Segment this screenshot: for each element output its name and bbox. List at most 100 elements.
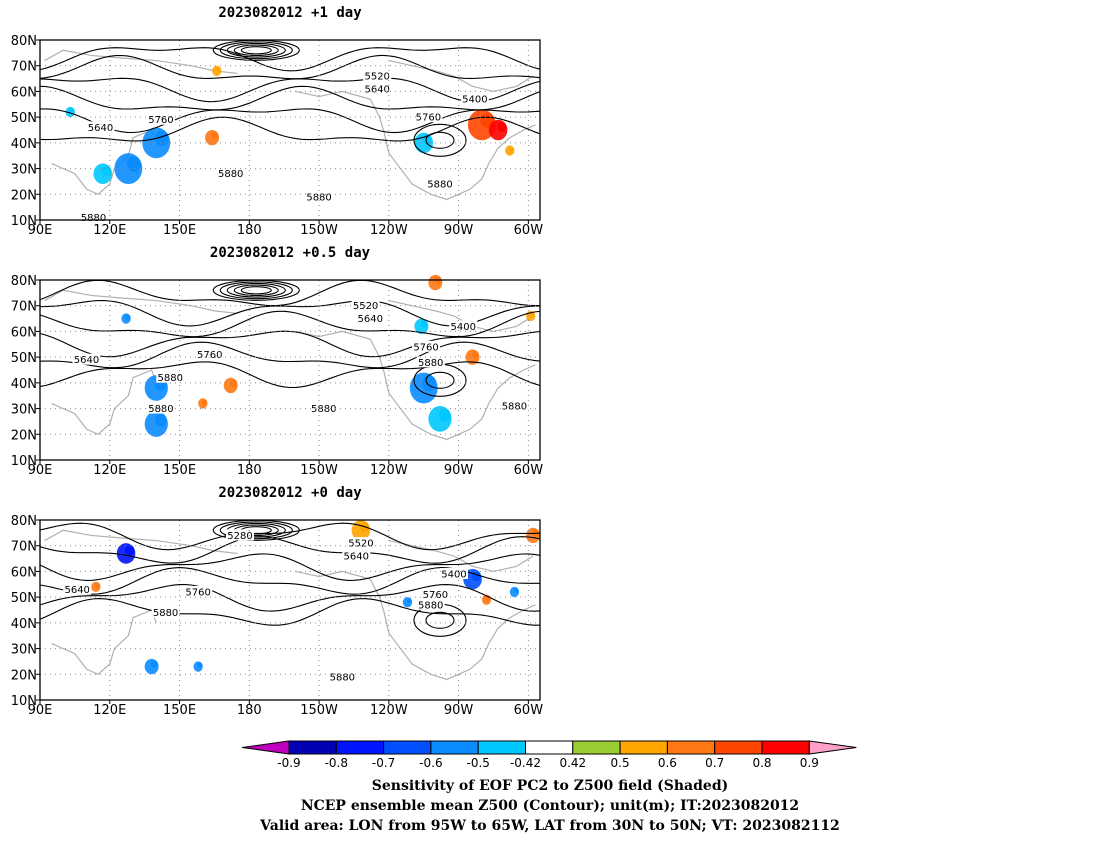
lat-tick-label: 70N xyxy=(11,540,37,555)
shaded-region-core xyxy=(150,660,158,669)
contour-label: 5640 xyxy=(88,123,113,134)
contour-label-bg xyxy=(449,320,478,332)
lon-tick-label: 120E xyxy=(93,463,126,478)
contour-label: 5880 xyxy=(218,169,243,180)
shaded-region-core xyxy=(126,156,141,172)
map-panel-2: 2023082012 +0.5 day 5520 5640 5400 5760 5880… xyxy=(0,245,560,485)
shaded-region-core xyxy=(154,130,169,146)
colorbar-swatch xyxy=(477,740,526,755)
colorbar-label: -0.42 xyxy=(510,756,541,770)
colorbar-svg: -0.9 -0.8 -0.7 -0.6 -0.5 -0.42 0.42 0.5 0.6 0.7 0.… xyxy=(241,740,857,770)
contour-label-bg xyxy=(226,529,254,541)
contour-label-bg xyxy=(414,111,443,123)
lon-tick-label: 60W xyxy=(514,703,544,718)
shaded-region-core xyxy=(95,582,100,588)
lon-tick-label: 120W xyxy=(370,463,408,478)
lat-tick-label: 80N xyxy=(11,514,37,529)
contour-label-bg xyxy=(79,211,108,223)
lat-tick-label: 20N xyxy=(11,188,37,203)
lat-tick-label: 60N xyxy=(11,325,37,340)
contours xyxy=(39,39,541,157)
colorbar-swatch xyxy=(525,740,574,755)
lon-tick-label: 120W xyxy=(370,223,408,238)
colorbar-label: -0.8 xyxy=(325,756,348,770)
lon-tick-label: 180 xyxy=(237,463,262,478)
contour-label-bg xyxy=(151,606,180,618)
colorbar-label: 0.8 xyxy=(752,756,771,770)
contour-label-bg xyxy=(146,402,175,414)
colorbar-left-arrow xyxy=(241,740,290,755)
colorbar-swatch xyxy=(761,740,810,755)
lat-tick-label: 60N xyxy=(11,85,37,100)
contour-label: 5400 xyxy=(451,322,476,333)
colorbar-label: 0.9 xyxy=(800,756,819,770)
contour-label: 5760 xyxy=(416,113,441,124)
lon-tick-label: 120E xyxy=(93,223,126,238)
lat-tick-label: 80N xyxy=(11,274,37,289)
lon-tick-label: 90E xyxy=(28,703,53,718)
shaded-region-core xyxy=(197,662,203,668)
shaded-region-core xyxy=(497,121,507,133)
contour-label: 5640 xyxy=(64,585,89,596)
plot-frame xyxy=(39,39,541,221)
colorbar-label: 0.5 xyxy=(611,756,630,770)
contour-label: 5880 xyxy=(81,213,106,224)
lon-tick-label: 60W xyxy=(514,223,544,238)
plot-frame xyxy=(39,279,541,461)
lat-tick-label: 50N xyxy=(11,111,37,126)
contour-label-bg xyxy=(500,400,529,411)
contours xyxy=(39,279,541,397)
contour-label: 5760 xyxy=(423,590,448,601)
shaded-region-core xyxy=(125,314,131,320)
lon-tick-label: 90E xyxy=(28,463,53,478)
caption-line-2: NCEP ensemble mean Z500 (Contour); unit(… xyxy=(300,798,800,814)
contour-label: 5760 xyxy=(185,588,210,599)
shaded-region-core xyxy=(471,350,479,359)
contour-label: 5880 xyxy=(502,402,527,413)
contour-label-bg xyxy=(216,167,245,179)
lat-tick-label: 10N xyxy=(11,694,37,709)
contour-label-bg xyxy=(363,70,392,81)
lat-tick-label: 40N xyxy=(11,377,37,392)
coastlines xyxy=(44,49,536,201)
lon-tick-label: 180 xyxy=(237,223,262,238)
lon-tick-label: 180 xyxy=(237,703,262,718)
shaded-region-core xyxy=(211,131,219,140)
lat-tick-label: 30N xyxy=(11,403,37,418)
contour-label: 5880 xyxy=(148,404,173,415)
lon-tick-label: 120W xyxy=(370,703,408,718)
contour-label: 5880 xyxy=(153,608,178,619)
contour-label-bg xyxy=(342,550,371,561)
lat-tick-label: 40N xyxy=(11,137,37,152)
contour-label: 5640 xyxy=(74,355,99,366)
contour-label: 5880 xyxy=(311,404,336,415)
lat-tick-label: 10N xyxy=(11,214,37,229)
lon-tick-label: 150E xyxy=(163,223,196,238)
contour-label-bg xyxy=(328,670,357,682)
colorbar-label: 0.42 xyxy=(559,756,586,770)
lon-tick-label: 120E xyxy=(93,703,126,718)
gridlines xyxy=(40,280,540,460)
contour-label: 5520 xyxy=(348,539,373,550)
contour-label-bg xyxy=(184,586,213,597)
colorbar-swatch xyxy=(714,740,763,755)
lon-tick-label: 150W xyxy=(300,463,338,478)
shaded-region-core xyxy=(406,598,412,604)
colorbar-swatch xyxy=(335,740,385,755)
colorbar-label: 0.7 xyxy=(705,756,724,770)
contour-label: 5280 xyxy=(227,531,252,542)
shaded-region-core xyxy=(513,587,519,594)
contour-label-bg xyxy=(412,340,441,352)
map-panel-3: 2023082012 +0 day 5280 5520 5640 5400 5760 58… xyxy=(0,485,560,725)
colorbar-swatch xyxy=(288,740,337,755)
contour-label-bg xyxy=(309,402,338,414)
contour-label-bg xyxy=(356,312,385,324)
shaded-region-core xyxy=(125,545,135,556)
colorbar-swatch xyxy=(666,740,716,755)
panel-title: 2023082012 +1 day xyxy=(218,5,362,21)
colorbar-label: -0.6 xyxy=(419,756,442,770)
lat-tick-label: 80N xyxy=(11,34,37,49)
shaded-region-core xyxy=(509,146,514,152)
lat-tick-label: 30N xyxy=(11,163,37,178)
